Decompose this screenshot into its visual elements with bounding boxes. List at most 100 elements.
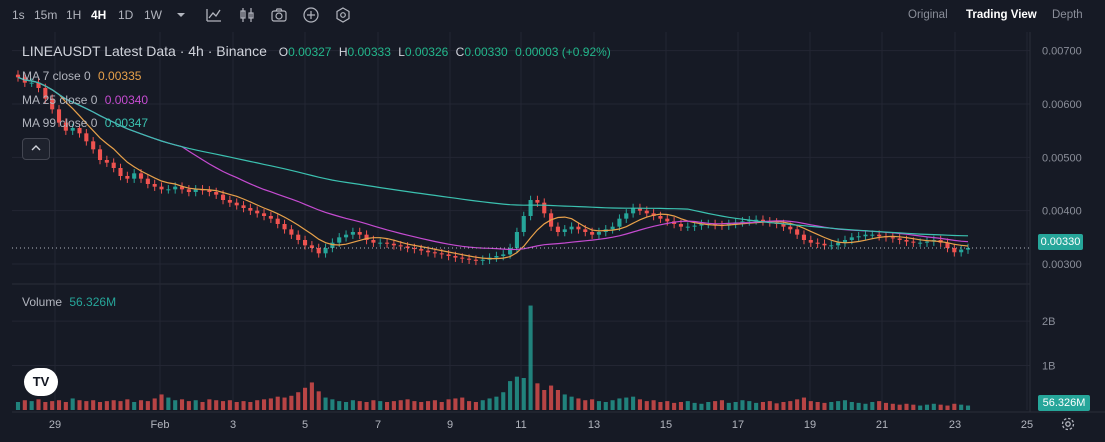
volume-bar (186, 401, 191, 410)
candle-body (555, 226, 560, 232)
candle-body (815, 242, 820, 244)
interval-15m[interactable]: 15m (34, 8, 58, 22)
volume-bar (467, 401, 472, 410)
volume-bar (965, 405, 971, 410)
ma99-value: 0.00347 (104, 116, 149, 130)
price-tick-label: 0.00600 (1042, 99, 1082, 111)
high-key: H (338, 45, 348, 59)
volume-bar (931, 403, 936, 410)
volume-bar (378, 401, 383, 410)
candle-body (186, 189, 191, 192)
candle-body (569, 226, 574, 230)
view-trading-view[interactable]: Trading View (966, 9, 1037, 21)
volume-bar (193, 400, 198, 410)
interval-1d[interactable]: 1D (118, 8, 134, 22)
volume-bar (405, 399, 410, 410)
volume-bar (521, 378, 526, 410)
candle-body (856, 236, 861, 238)
interval-1s[interactable]: 1s (12, 8, 25, 22)
candle-body (911, 241, 916, 243)
candle-body (268, 216, 273, 219)
time-tick-label: 17 (732, 419, 744, 431)
view-depth[interactable]: Depth (1052, 9, 1083, 21)
collapse-legend-button[interactable] (22, 138, 50, 160)
volume-bar (576, 398, 581, 410)
interval-4h[interactable]: 4H (91, 8, 107, 22)
volume-bar (296, 392, 301, 410)
candle-body (699, 224, 704, 226)
candle-body (808, 240, 813, 243)
volume-bar (822, 402, 827, 410)
volume-bar (555, 390, 560, 410)
candle-body (631, 208, 636, 214)
tradingview-logo[interactable]: TV (24, 368, 58, 396)
volume-bar (22, 400, 27, 410)
candle-body (624, 213, 629, 219)
candle-body (924, 241, 930, 243)
candles (15, 70, 971, 266)
add-plus-circle-icon[interactable] (302, 6, 320, 24)
volume-bars (15, 305, 971, 410)
volume-bar (36, 399, 41, 410)
volume-bar (959, 404, 964, 410)
candle-body (822, 243, 827, 246)
time-tick-label: 15 (660, 419, 672, 431)
candle-body (227, 200, 232, 203)
volume-tick-label: 1B (1042, 361, 1055, 373)
volume-bar (432, 400, 437, 410)
candle-body (521, 216, 526, 232)
candle-body (43, 88, 48, 99)
candle-body (56, 109, 62, 123)
volume-bar (330, 399, 335, 410)
volume-bar (535, 383, 540, 410)
volume-bar (699, 403, 704, 410)
settings-hex-icon[interactable] (334, 6, 352, 24)
change-value: 0.00003 (+0.92%) (515, 45, 611, 59)
candle-body (364, 234, 369, 240)
volume-bar (678, 402, 683, 410)
interval-1h[interactable]: 1H (66, 8, 82, 22)
gear-icon[interactable] (1060, 416, 1076, 432)
volume-bar (29, 401, 34, 410)
volume-bar (508, 381, 513, 410)
volume-bar (542, 390, 547, 410)
more-intervals-chevron-down-icon[interactable] (172, 6, 190, 24)
view-original[interactable]: Original (908, 9, 948, 21)
time-tick-label: 25 (1021, 419, 1033, 431)
camera-icon[interactable] (270, 6, 288, 24)
volume-bar (569, 396, 574, 410)
volume-bar (84, 401, 89, 410)
volume-tick-label: 2B (1042, 316, 1055, 328)
candle-body (870, 234, 875, 236)
high-value: 0.00333 (347, 45, 391, 59)
volume-bar (159, 394, 164, 410)
interval-1w[interactable]: 1W (144, 8, 162, 22)
volume-bar (350, 400, 355, 410)
price-chart[interactable]: 0.007000.006000.005000.004000.003002B1B … (0, 32, 1105, 442)
price-tick-label: 0.00500 (1042, 152, 1082, 164)
volume-bar (132, 402, 137, 410)
volume-bar (747, 401, 752, 410)
candle-body (70, 128, 75, 131)
candle-body (282, 224, 287, 230)
candle-body (316, 248, 321, 254)
volume-bar (248, 402, 253, 410)
volume-legend: Volume 56.326M (22, 295, 116, 309)
volume-bar (590, 399, 595, 410)
volume-bar (207, 399, 212, 410)
candle-body (84, 133, 89, 142)
last-volume-badge: 56.326M (1038, 395, 1090, 411)
candle-style-icon[interactable] (238, 6, 256, 24)
volume-bar (357, 401, 362, 410)
candle-body (439, 253, 444, 255)
time-tick-label: Feb (151, 419, 170, 431)
candle-body (781, 224, 786, 227)
indicators-icon[interactable] (205, 6, 223, 24)
candle-body (528, 200, 533, 216)
ma7-value: 0.00335 (98, 69, 142, 83)
volume-bar (767, 401, 772, 410)
candle-body (125, 176, 130, 179)
volume-bar (337, 401, 342, 410)
candle-body (15, 74, 21, 78)
candle-body (371, 240, 376, 243)
